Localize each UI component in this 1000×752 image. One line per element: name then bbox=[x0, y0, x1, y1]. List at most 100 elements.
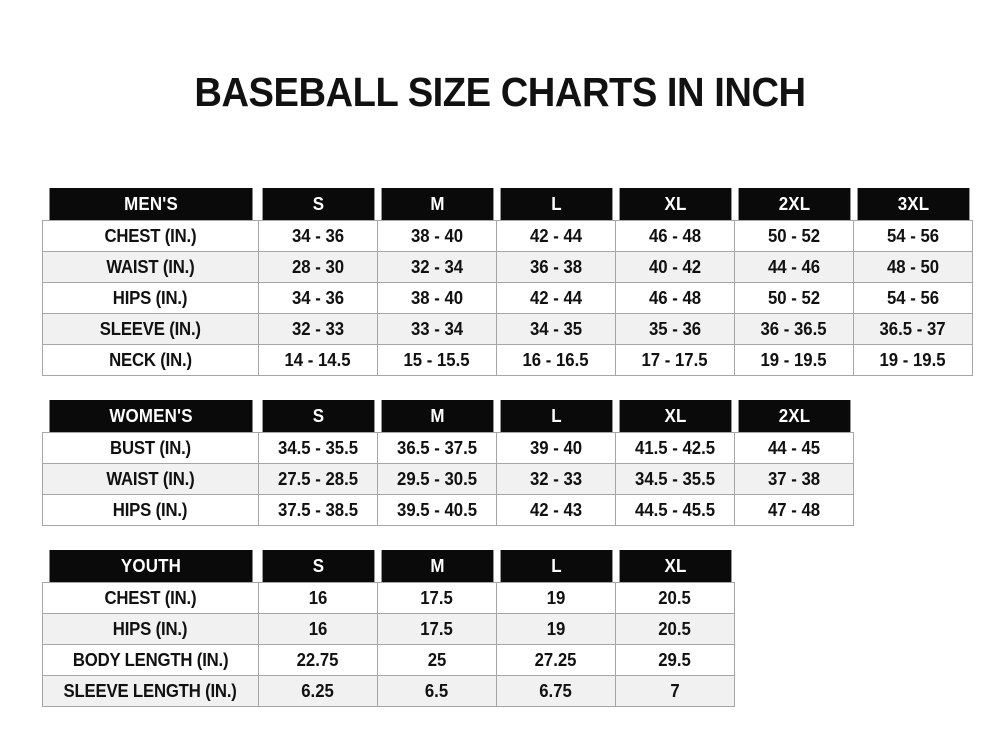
table-cell: 32 - 34 bbox=[377, 251, 497, 283]
mens-header-label: MEN'S bbox=[48, 188, 253, 221]
row-label: HIPS (IN.) bbox=[42, 494, 259, 526]
table-cell: 25 bbox=[377, 644, 497, 676]
table-cell: 39 - 40 bbox=[496, 432, 616, 464]
table-cell: 6.25 bbox=[258, 675, 378, 707]
table-cell: 28 - 30 bbox=[258, 251, 378, 283]
table-header-row: WOMEN'S S M L XL 2XL bbox=[43, 400, 854, 433]
womens-table-header: WOMEN'S S M L XL 2XL bbox=[43, 400, 854, 433]
youth-table-body: CHEST (IN.) 16 17.5 19 20.5 HIPS (IN.) 1… bbox=[42, 582, 735, 707]
mens-header-m: M bbox=[381, 188, 493, 221]
table-cell: 6.5 bbox=[377, 675, 497, 707]
table-cell: 36 - 38 bbox=[496, 251, 616, 283]
table-cell: 32 - 33 bbox=[496, 463, 616, 495]
youth-size-table: YOUTH S M L XL CHEST (IN.) 16 17.5 19 20… bbox=[42, 550, 735, 707]
womens-size-table: WOMEN'S S M L XL 2XL BUST (IN.) 34.5 - 3… bbox=[42, 400, 854, 526]
table-cell: 34 - 36 bbox=[258, 220, 378, 252]
row-label: CHEST (IN.) bbox=[42, 582, 259, 614]
row-label: BODY LENGTH (IN.) bbox=[42, 644, 259, 676]
table-cell: 34.5 - 35.5 bbox=[615, 463, 735, 495]
row-label: SLEEVE (IN.) bbox=[42, 313, 259, 345]
youth-header-l: L bbox=[500, 550, 612, 583]
table-cell: 27.25 bbox=[496, 644, 616, 676]
table-cell: 48 - 50 bbox=[853, 251, 973, 283]
table-cell: 39.5 - 40.5 bbox=[377, 494, 497, 526]
table-cell: 42 - 44 bbox=[496, 220, 616, 252]
table-cell: 36.5 - 37.5 bbox=[377, 432, 497, 464]
row-label: SLEEVE LENGTH (IN.) bbox=[42, 675, 259, 707]
mens-header-xl: XL bbox=[619, 188, 731, 221]
youth-header-m: M bbox=[381, 550, 493, 583]
table-cell: 37.5 - 38.5 bbox=[258, 494, 378, 526]
row-label: CHEST (IN.) bbox=[42, 220, 259, 252]
youth-table-header: YOUTH S M L XL bbox=[43, 550, 735, 583]
table-cell: 16 bbox=[258, 582, 378, 614]
row-label: WAIST (IN.) bbox=[42, 463, 259, 495]
womens-table-body: BUST (IN.) 34.5 - 35.5 36.5 - 37.5 39 - … bbox=[42, 432, 854, 526]
table-header-row: MEN'S S M L XL 2XL 3XL bbox=[43, 188, 973, 221]
table-cell: 41.5 - 42.5 bbox=[615, 432, 735, 464]
table-cell: 50 - 52 bbox=[734, 282, 854, 314]
table-cell: 17.5 bbox=[377, 582, 497, 614]
size-tables-container: MEN'S S M L XL 2XL 3XL CHEST (IN.) 34 - … bbox=[42, 188, 973, 707]
table-row: BUST (IN.) 34.5 - 35.5 36.5 - 37.5 39 - … bbox=[42, 432, 854, 464]
table-cell: 44 - 46 bbox=[734, 251, 854, 283]
table-cell: 36.5 - 37 bbox=[853, 313, 973, 345]
table-cell: 17.5 bbox=[377, 613, 497, 645]
table-row: CHEST (IN.) 34 - 36 38 - 40 42 - 44 46 -… bbox=[42, 220, 973, 252]
table-row: SLEEVE LENGTH (IN.) 6.25 6.5 6.75 7 bbox=[42, 675, 735, 707]
table-cell: 36 - 36.5 bbox=[734, 313, 854, 345]
mens-table-body: CHEST (IN.) 34 - 36 38 - 40 42 - 44 46 -… bbox=[42, 220, 973, 376]
table-row: HIPS (IN.) 16 17.5 19 20.5 bbox=[42, 613, 735, 645]
womens-header-xl: XL bbox=[619, 400, 731, 433]
table-cell: 16 bbox=[258, 613, 378, 645]
table-cell: 37 - 38 bbox=[734, 463, 854, 495]
table-cell: 7 bbox=[615, 675, 735, 707]
table-cell: 16 - 16.5 bbox=[496, 344, 616, 376]
table-cell: 14 - 14.5 bbox=[258, 344, 378, 376]
table-cell: 29.5 - 30.5 bbox=[377, 463, 497, 495]
table-row: HIPS (IN.) 34 - 36 38 - 40 42 - 44 46 - … bbox=[42, 282, 973, 314]
table-cell: 38 - 40 bbox=[377, 220, 497, 252]
womens-header-m: M bbox=[381, 400, 493, 433]
table-cell: 54 - 56 bbox=[853, 220, 973, 252]
table-cell: 40 - 42 bbox=[615, 251, 735, 283]
row-label: BUST (IN.) bbox=[42, 432, 259, 464]
table-cell: 50 - 52 bbox=[734, 220, 854, 252]
mens-header-s: S bbox=[262, 188, 374, 221]
table-cell: 33 - 34 bbox=[377, 313, 497, 345]
table-cell: 29.5 bbox=[615, 644, 735, 676]
youth-header-label: YOUTH bbox=[48, 550, 253, 583]
table-cell: 15 - 15.5 bbox=[377, 344, 497, 376]
row-label: HIPS (IN.) bbox=[42, 613, 259, 645]
table-cell: 42 - 43 bbox=[496, 494, 616, 526]
table-cell: 19 bbox=[496, 582, 616, 614]
table-cell: 46 - 48 bbox=[615, 220, 735, 252]
womens-header-l: L bbox=[500, 400, 612, 433]
table-row: WAIST (IN.) 27.5 - 28.5 29.5 - 30.5 32 -… bbox=[42, 463, 854, 495]
table-cell: 27.5 - 28.5 bbox=[258, 463, 378, 495]
womens-header-s: S bbox=[262, 400, 374, 433]
table-cell: 47 - 48 bbox=[734, 494, 854, 526]
table-cell: 44.5 - 45.5 bbox=[615, 494, 735, 526]
row-label: HIPS (IN.) bbox=[42, 282, 259, 314]
mens-header-l: L bbox=[500, 188, 612, 221]
table-cell: 32 - 33 bbox=[258, 313, 378, 345]
table-cell: 20.5 bbox=[615, 613, 735, 645]
table-row: NECK (IN.) 14 - 14.5 15 - 15.5 16 - 16.5… bbox=[42, 344, 973, 376]
mens-size-table: MEN'S S M L XL 2XL 3XL CHEST (IN.) 34 - … bbox=[42, 188, 973, 376]
page-title: BASEBALL SIZE CHARTS IN INCH bbox=[194, 69, 806, 115]
youth-header-s: S bbox=[262, 550, 374, 583]
table-cell: 44 - 45 bbox=[734, 432, 854, 464]
womens-header-2xl: 2XL bbox=[738, 400, 850, 433]
table-row: HIPS (IN.) 37.5 - 38.5 39.5 - 40.5 42 - … bbox=[42, 494, 854, 526]
table-cell: 20.5 bbox=[615, 582, 735, 614]
table-header-row: YOUTH S M L XL bbox=[43, 550, 735, 583]
mens-header-2xl: 2XL bbox=[738, 188, 850, 221]
mens-table-header: MEN'S S M L XL 2XL 3XL bbox=[43, 188, 973, 221]
table-cell: 6.75 bbox=[496, 675, 616, 707]
table-cell: 54 - 56 bbox=[853, 282, 973, 314]
table-cell: 19 - 19.5 bbox=[853, 344, 973, 376]
table-row: WAIST (IN.) 28 - 30 32 - 34 36 - 38 40 -… bbox=[42, 251, 973, 283]
table-row: BODY LENGTH (IN.) 22.75 25 27.25 29.5 bbox=[42, 644, 735, 676]
